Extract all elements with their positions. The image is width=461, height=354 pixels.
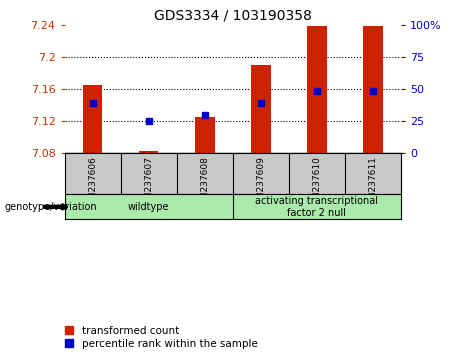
Text: wildtype: wildtype [128, 202, 170, 212]
Text: GSM237611: GSM237611 [368, 156, 378, 211]
Bar [83, 85, 102, 153]
Text: GSM237607: GSM237607 [144, 156, 153, 211]
Text: genotype/variation: genotype/variation [5, 202, 97, 212]
Text: activating transcriptional
factor 2 null: activating transcriptional factor 2 null [255, 196, 378, 218]
Title: GDS3334 / 103190358: GDS3334 / 103190358 [154, 8, 312, 22]
Legend: transformed count, percentile rank within the sample: transformed count, percentile rank withi… [65, 326, 258, 349]
Bar [139, 151, 159, 153]
Bar [307, 27, 327, 153]
Text: GSM237608: GSM237608 [200, 156, 209, 211]
Bar [195, 117, 214, 153]
Text: GSM237610: GSM237610 [313, 156, 321, 211]
Text: GSM237609: GSM237609 [256, 156, 266, 211]
Bar [363, 27, 383, 153]
Text: GSM237606: GSM237606 [88, 156, 97, 211]
Bar [251, 65, 271, 153]
